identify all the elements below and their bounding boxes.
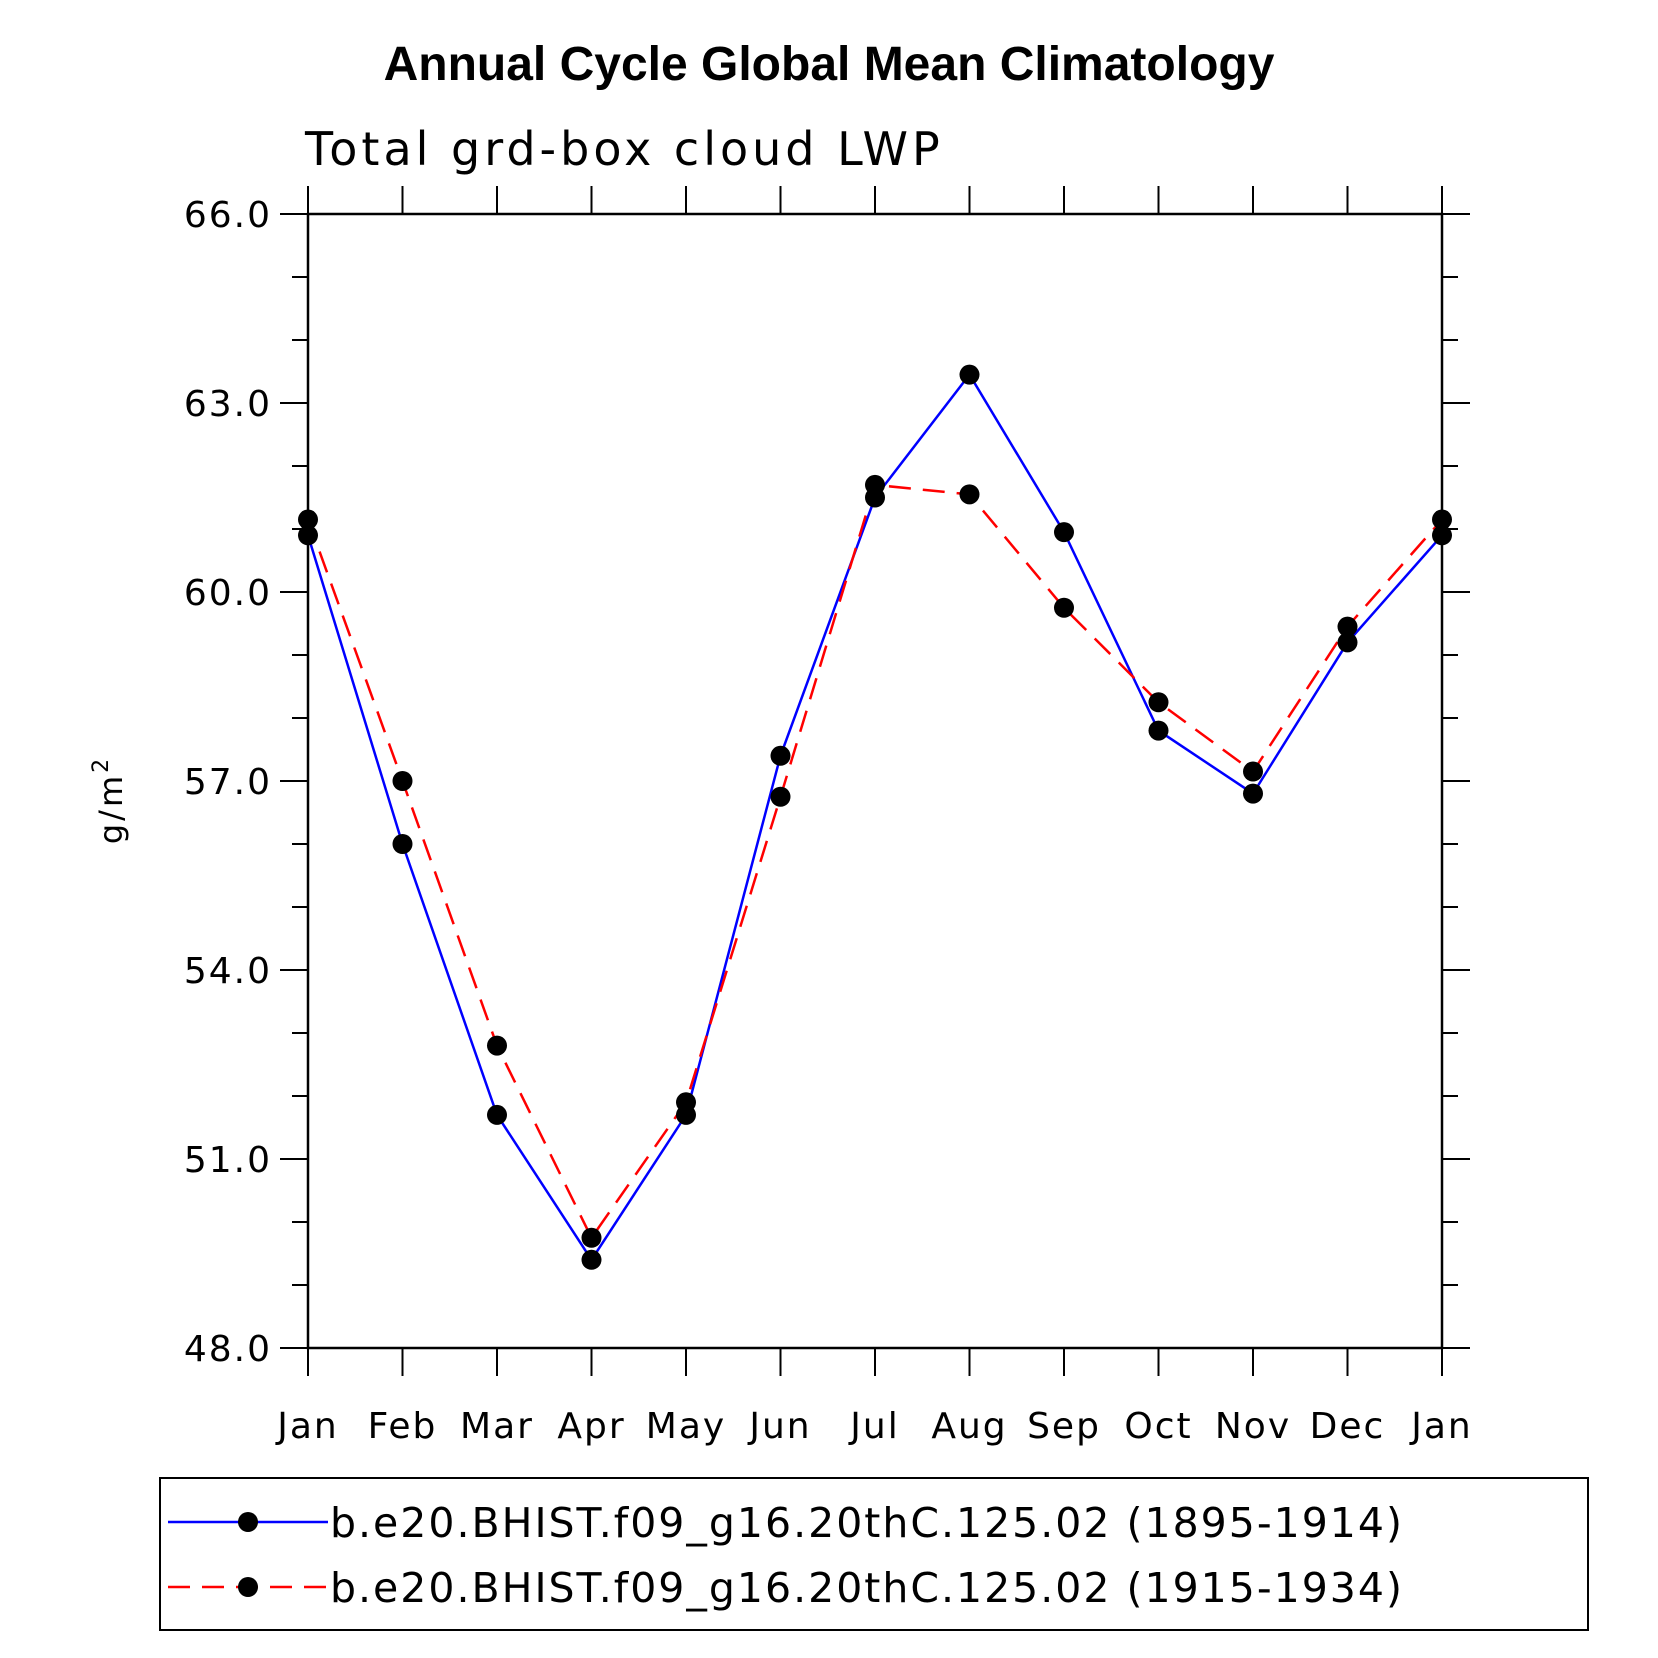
x-tick-label: Jul xyxy=(848,1406,899,1447)
x-tick-label: Mar xyxy=(460,1406,534,1447)
y-tick-label: 48.0 xyxy=(184,1329,272,1370)
data-point-series-1 xyxy=(1054,522,1074,543)
plot-frame: 48.0 51.0 54.0 57.0 60.0 63.0 66.0 Jan Feb Mar Apr… xyxy=(184,186,1473,1447)
legend: b.e20.BHIST.f09_g16.20thC.125.02 (1895-1… xyxy=(159,1477,1589,1631)
y-tick-label: 66.0 xyxy=(184,195,272,236)
y-tick-label: 57.0 xyxy=(184,762,272,803)
y-tick-label: 54.0 xyxy=(184,951,272,992)
x-tick-label: Feb xyxy=(368,1406,438,1447)
legend-marker-1 xyxy=(238,1512,258,1532)
data-point-series-2 xyxy=(1243,761,1263,782)
y-axis-label: g/m2 xyxy=(89,756,130,844)
x-tick-label: May xyxy=(646,1406,726,1447)
x-tick-label: Dec xyxy=(1310,1406,1386,1447)
x-tick-label: Apr xyxy=(557,1406,625,1447)
data-point-series-2 xyxy=(770,786,791,807)
y-axis-label-text: g/m xyxy=(92,773,130,844)
chart-subtitle: Total grd-box cloud LWP xyxy=(304,122,944,176)
data-point-series-2 xyxy=(865,474,885,495)
data-point-series-2 xyxy=(392,771,413,791)
series-line-2 xyxy=(306,483,1443,1241)
data-point-series-1 xyxy=(581,1249,602,1270)
x-tick-label: Oct xyxy=(1124,1406,1192,1447)
x-tick-label: Jan xyxy=(275,1406,339,1447)
data-point-series-1 xyxy=(770,745,791,766)
data-point-series-1 xyxy=(1243,783,1263,804)
data-point-series-1 xyxy=(1337,632,1358,653)
data-point-series-1 xyxy=(487,1104,507,1125)
y-tick-label: 60.0 xyxy=(184,573,272,614)
x-tick-label: Jun xyxy=(747,1406,811,1447)
data-point-series-2 xyxy=(1148,692,1169,713)
legend-label-2: b.e20.BHIST.f09_g16.20thC.125.02 (1915-1… xyxy=(330,1564,1404,1612)
data-point-series-2 xyxy=(581,1227,602,1248)
x-tick-label: Sep xyxy=(1027,1406,1101,1447)
plot-border xyxy=(306,212,1444,1350)
data-point-series-1 xyxy=(392,834,413,854)
data-point-series-2 xyxy=(676,1092,696,1113)
legend-marker-2 xyxy=(238,1577,258,1597)
y-tick-label: 51.0 xyxy=(184,1140,272,1181)
plot-series xyxy=(298,364,1452,1270)
data-point-series-1 xyxy=(1148,720,1169,741)
x-tick-label: Aug xyxy=(931,1406,1007,1447)
data-point-series-2 xyxy=(487,1035,507,1056)
data-point-series-2 xyxy=(959,484,980,505)
data-point-series-2 xyxy=(1054,597,1074,618)
data-point-series-1 xyxy=(959,364,980,385)
data-point-series-2 xyxy=(1337,616,1358,637)
y-axis-label-superscript: 2 xyxy=(89,756,114,773)
x-tick-label: Jan xyxy=(1409,1406,1473,1447)
svg-text:g/m2: g/m2 xyxy=(89,756,130,844)
y-tick-label: 63.0 xyxy=(184,384,272,425)
chart-title: Annual Cycle Global Mean Climatology xyxy=(384,38,1275,91)
legend-label-1: b.e20.BHIST.f09_g16.20thC.125.02 (1895-1… xyxy=(330,1499,1404,1547)
x-tick-label: Nov xyxy=(1215,1406,1291,1447)
legend-box xyxy=(159,1477,1589,1631)
